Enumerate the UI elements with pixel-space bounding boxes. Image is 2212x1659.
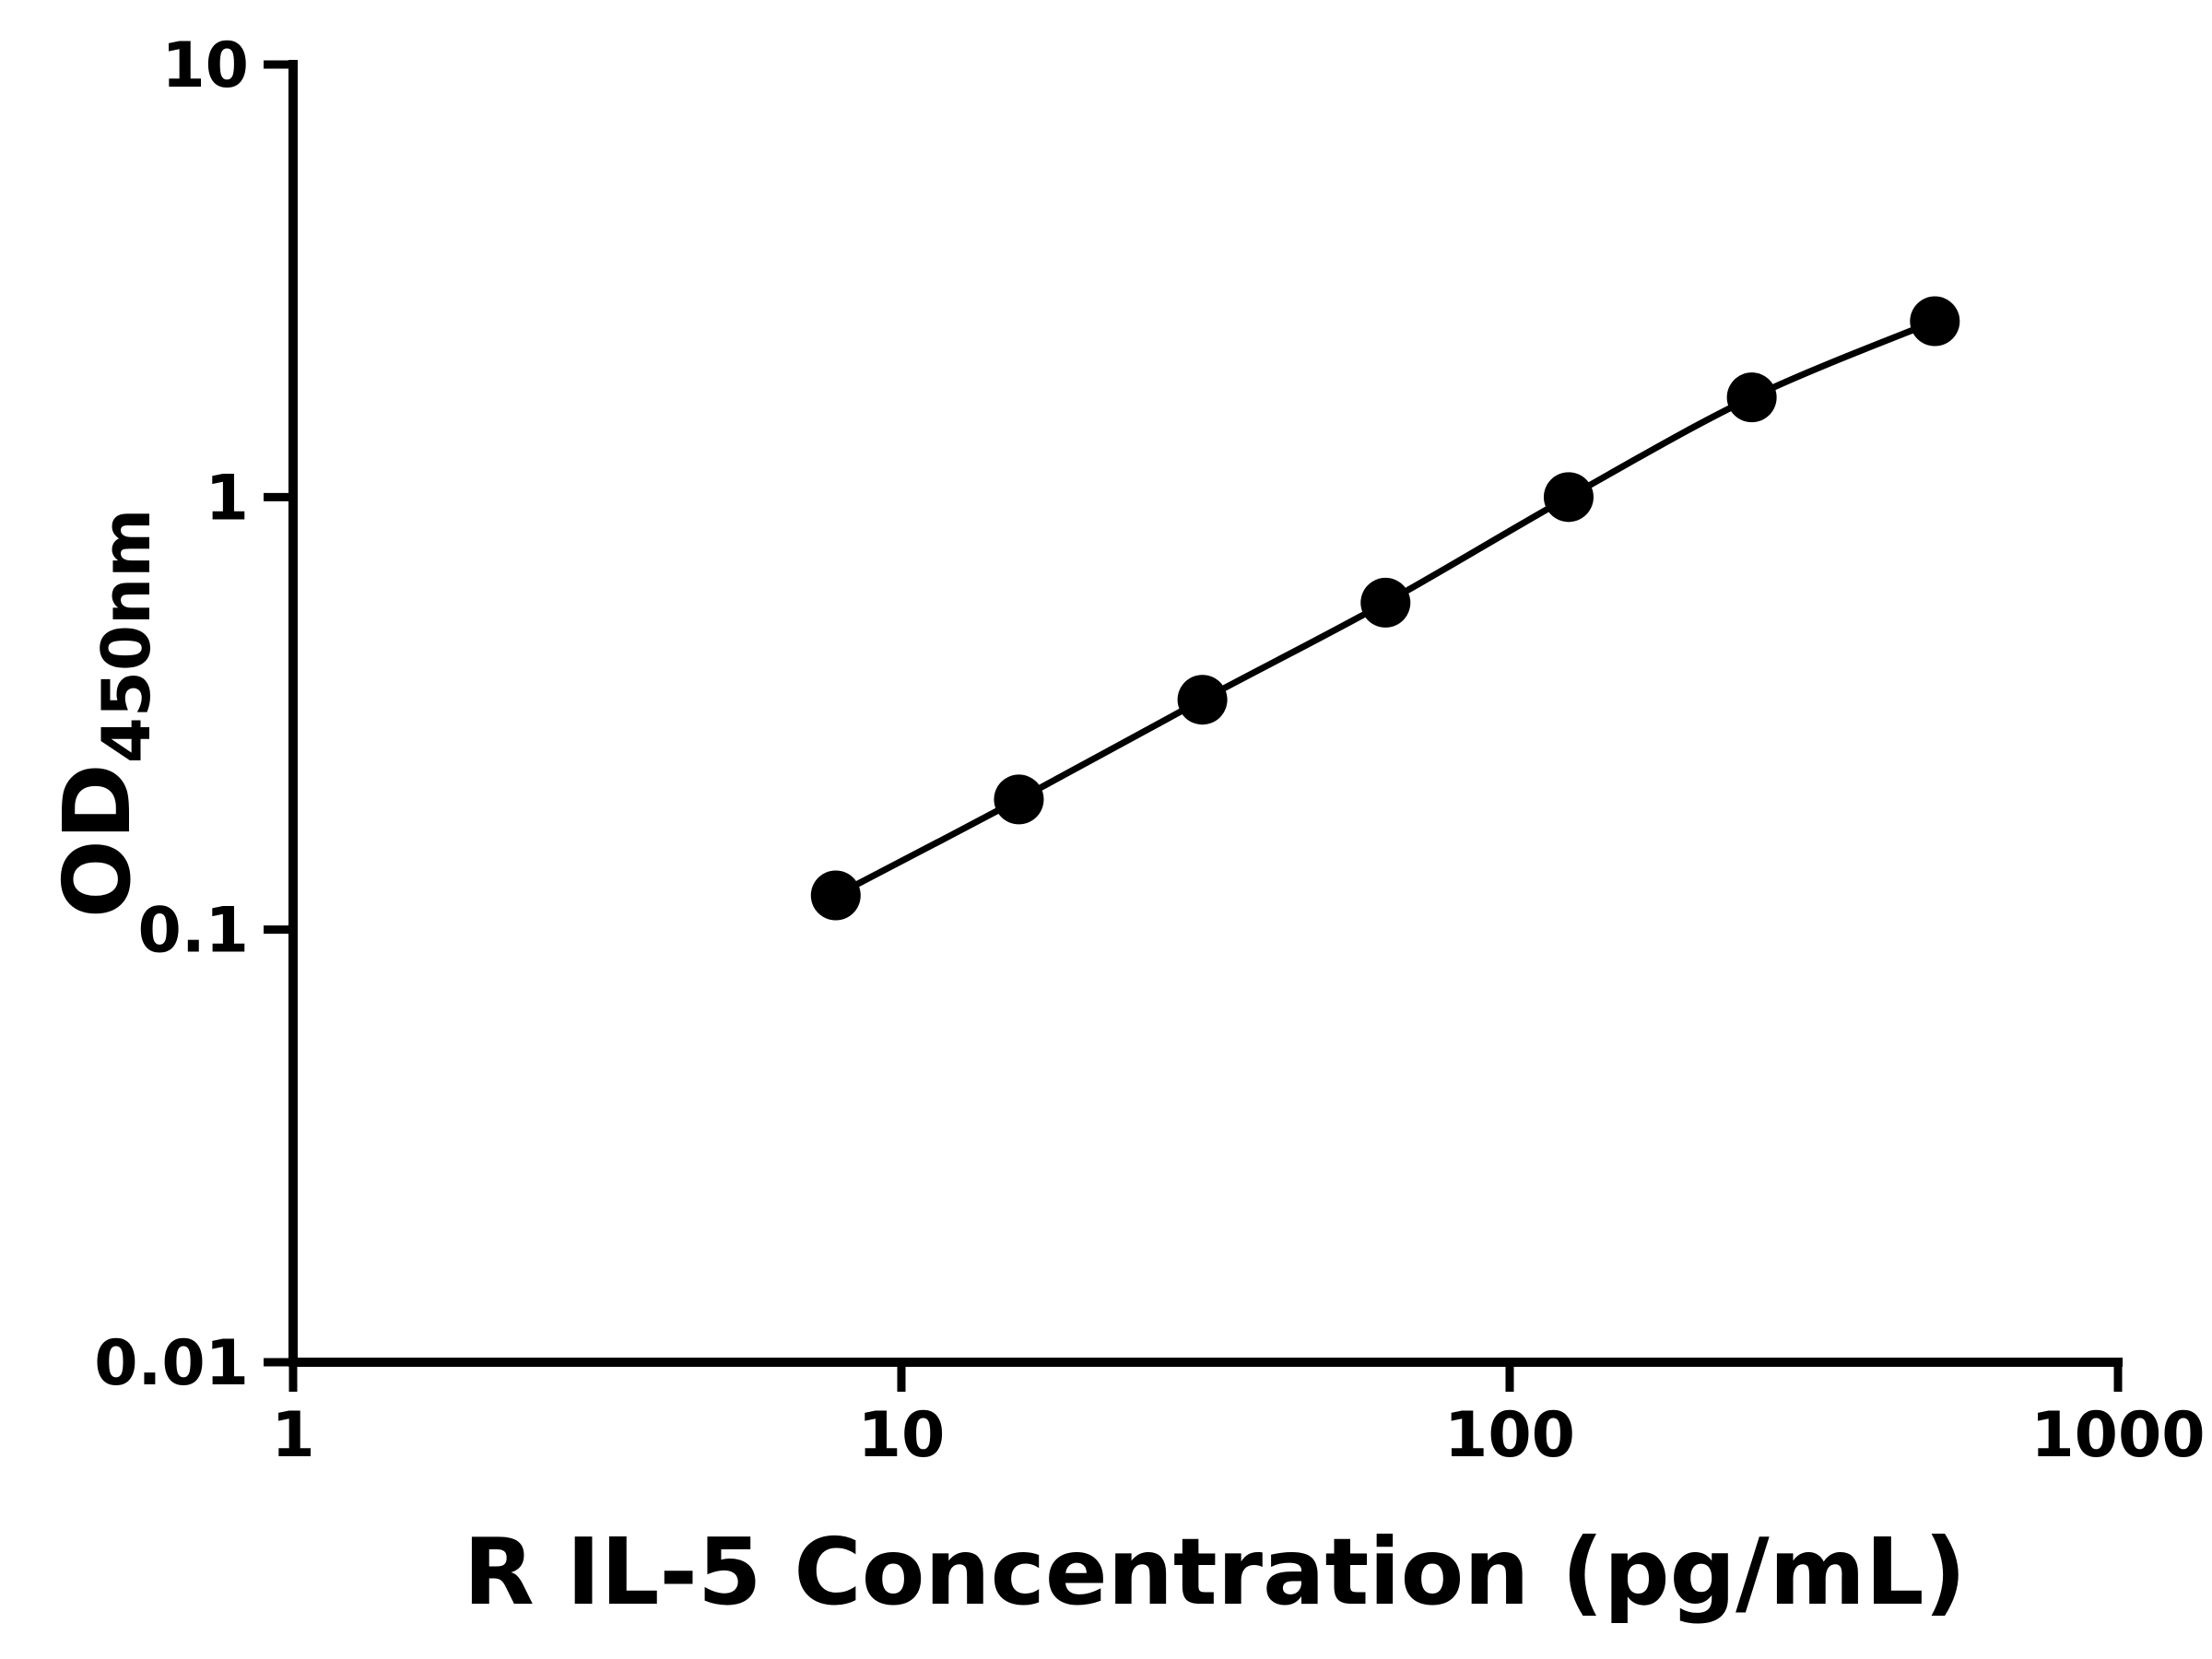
data-point-marker	[1177, 675, 1228, 725]
y-tick-label: 1	[206, 462, 249, 535]
axes	[288, 60, 2123, 1367]
y-tick-label: 0.1	[138, 895, 249, 968]
data-points	[810, 296, 1960, 921]
data-point-marker	[1360, 577, 1411, 628]
data-point-marker	[1543, 472, 1594, 523]
x-axis-title: R IL-5 Concentration (pg/mL)	[464, 1518, 1967, 1626]
x-tick-label: 1	[271, 1399, 314, 1472]
tick-marks	[264, 60, 2123, 1392]
y-axis-title-subscript: 450nm	[88, 509, 165, 764]
data-point-marker	[1726, 372, 1777, 423]
tick-labels: 1 10 100 1000 0.01 0.1 1 10	[94, 29, 2205, 1472]
x-tick-label: 100	[1444, 1399, 1575, 1472]
x-tick-label: 10	[858, 1399, 946, 1472]
data-point-marker	[1910, 296, 1960, 347]
x-tick-label: 1000	[2030, 1399, 2205, 1472]
y-axis-title: OD450nm	[43, 509, 165, 919]
data-point-marker	[810, 870, 861, 921]
y-tick-label: 0.01	[94, 1327, 249, 1400]
data-point-marker	[994, 774, 1044, 825]
y-tick-label: 10	[161, 29, 249, 102]
y-axis-title-main: OD	[43, 763, 151, 918]
